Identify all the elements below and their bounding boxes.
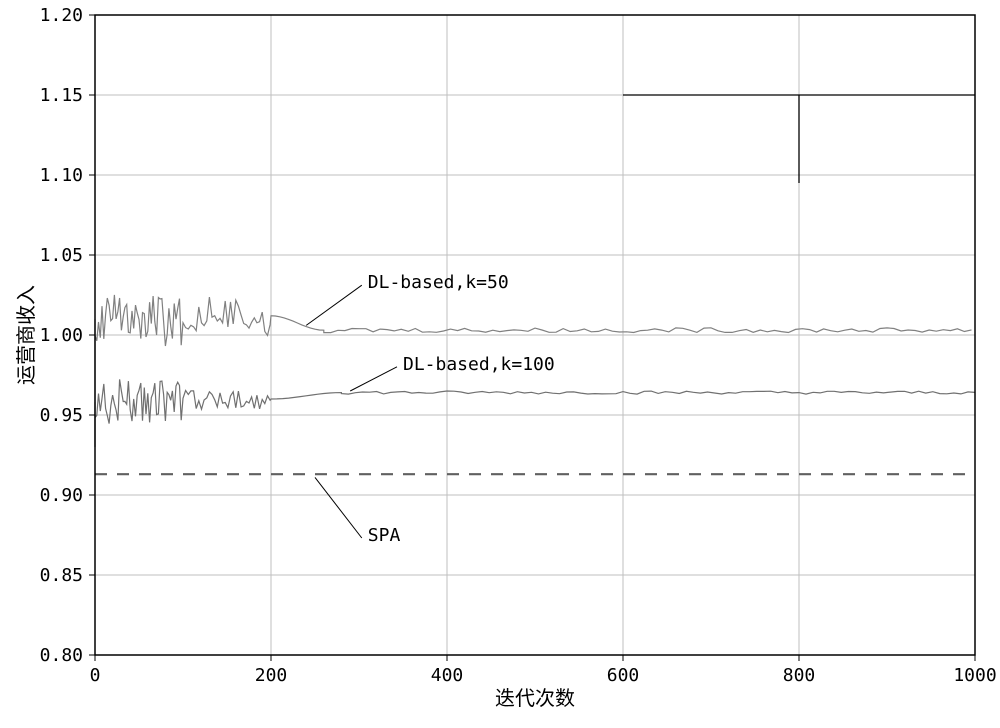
x-tick-label: 800 (783, 665, 816, 686)
x-tick-label: 400 (431, 665, 464, 686)
y-tick-label: 0.95 (40, 405, 83, 426)
y-tick-label: 1.10 (40, 165, 83, 186)
x-tick-label: 0 (90, 665, 101, 686)
line-chart: 0 200 400 600 800 1000 0.80 0.85 0.90 0.95 1.00 1.0… (0, 0, 1000, 728)
x-axis-label: 迭代次数 (495, 686, 575, 710)
y-tick-label: 1.05 (40, 245, 83, 266)
annotation-label: DL-based,k=100 (403, 354, 555, 375)
x-tick-label: 200 (255, 665, 288, 686)
y-axis-label: 运营商收入 (14, 285, 38, 385)
x-tick-label: 600 (607, 665, 640, 686)
y-tick-label: 1.00 (40, 325, 83, 346)
y-tick-label: 1.20 (40, 5, 83, 26)
annotation-label: DL-based,k=50 (368, 272, 509, 293)
y-tick-label: 0.80 (40, 645, 83, 666)
y-tick-label: 0.90 (40, 485, 83, 506)
chart-container: 0 200 400 600 800 1000 0.80 0.85 0.90 0.95 1.00 1.0… (0, 0, 1000, 728)
annotation-label: SPA (368, 525, 401, 546)
y-tick-label: 0.85 (40, 565, 83, 586)
x-tick-label: 1000 (953, 665, 996, 686)
y-tick-label: 1.15 (40, 85, 83, 106)
